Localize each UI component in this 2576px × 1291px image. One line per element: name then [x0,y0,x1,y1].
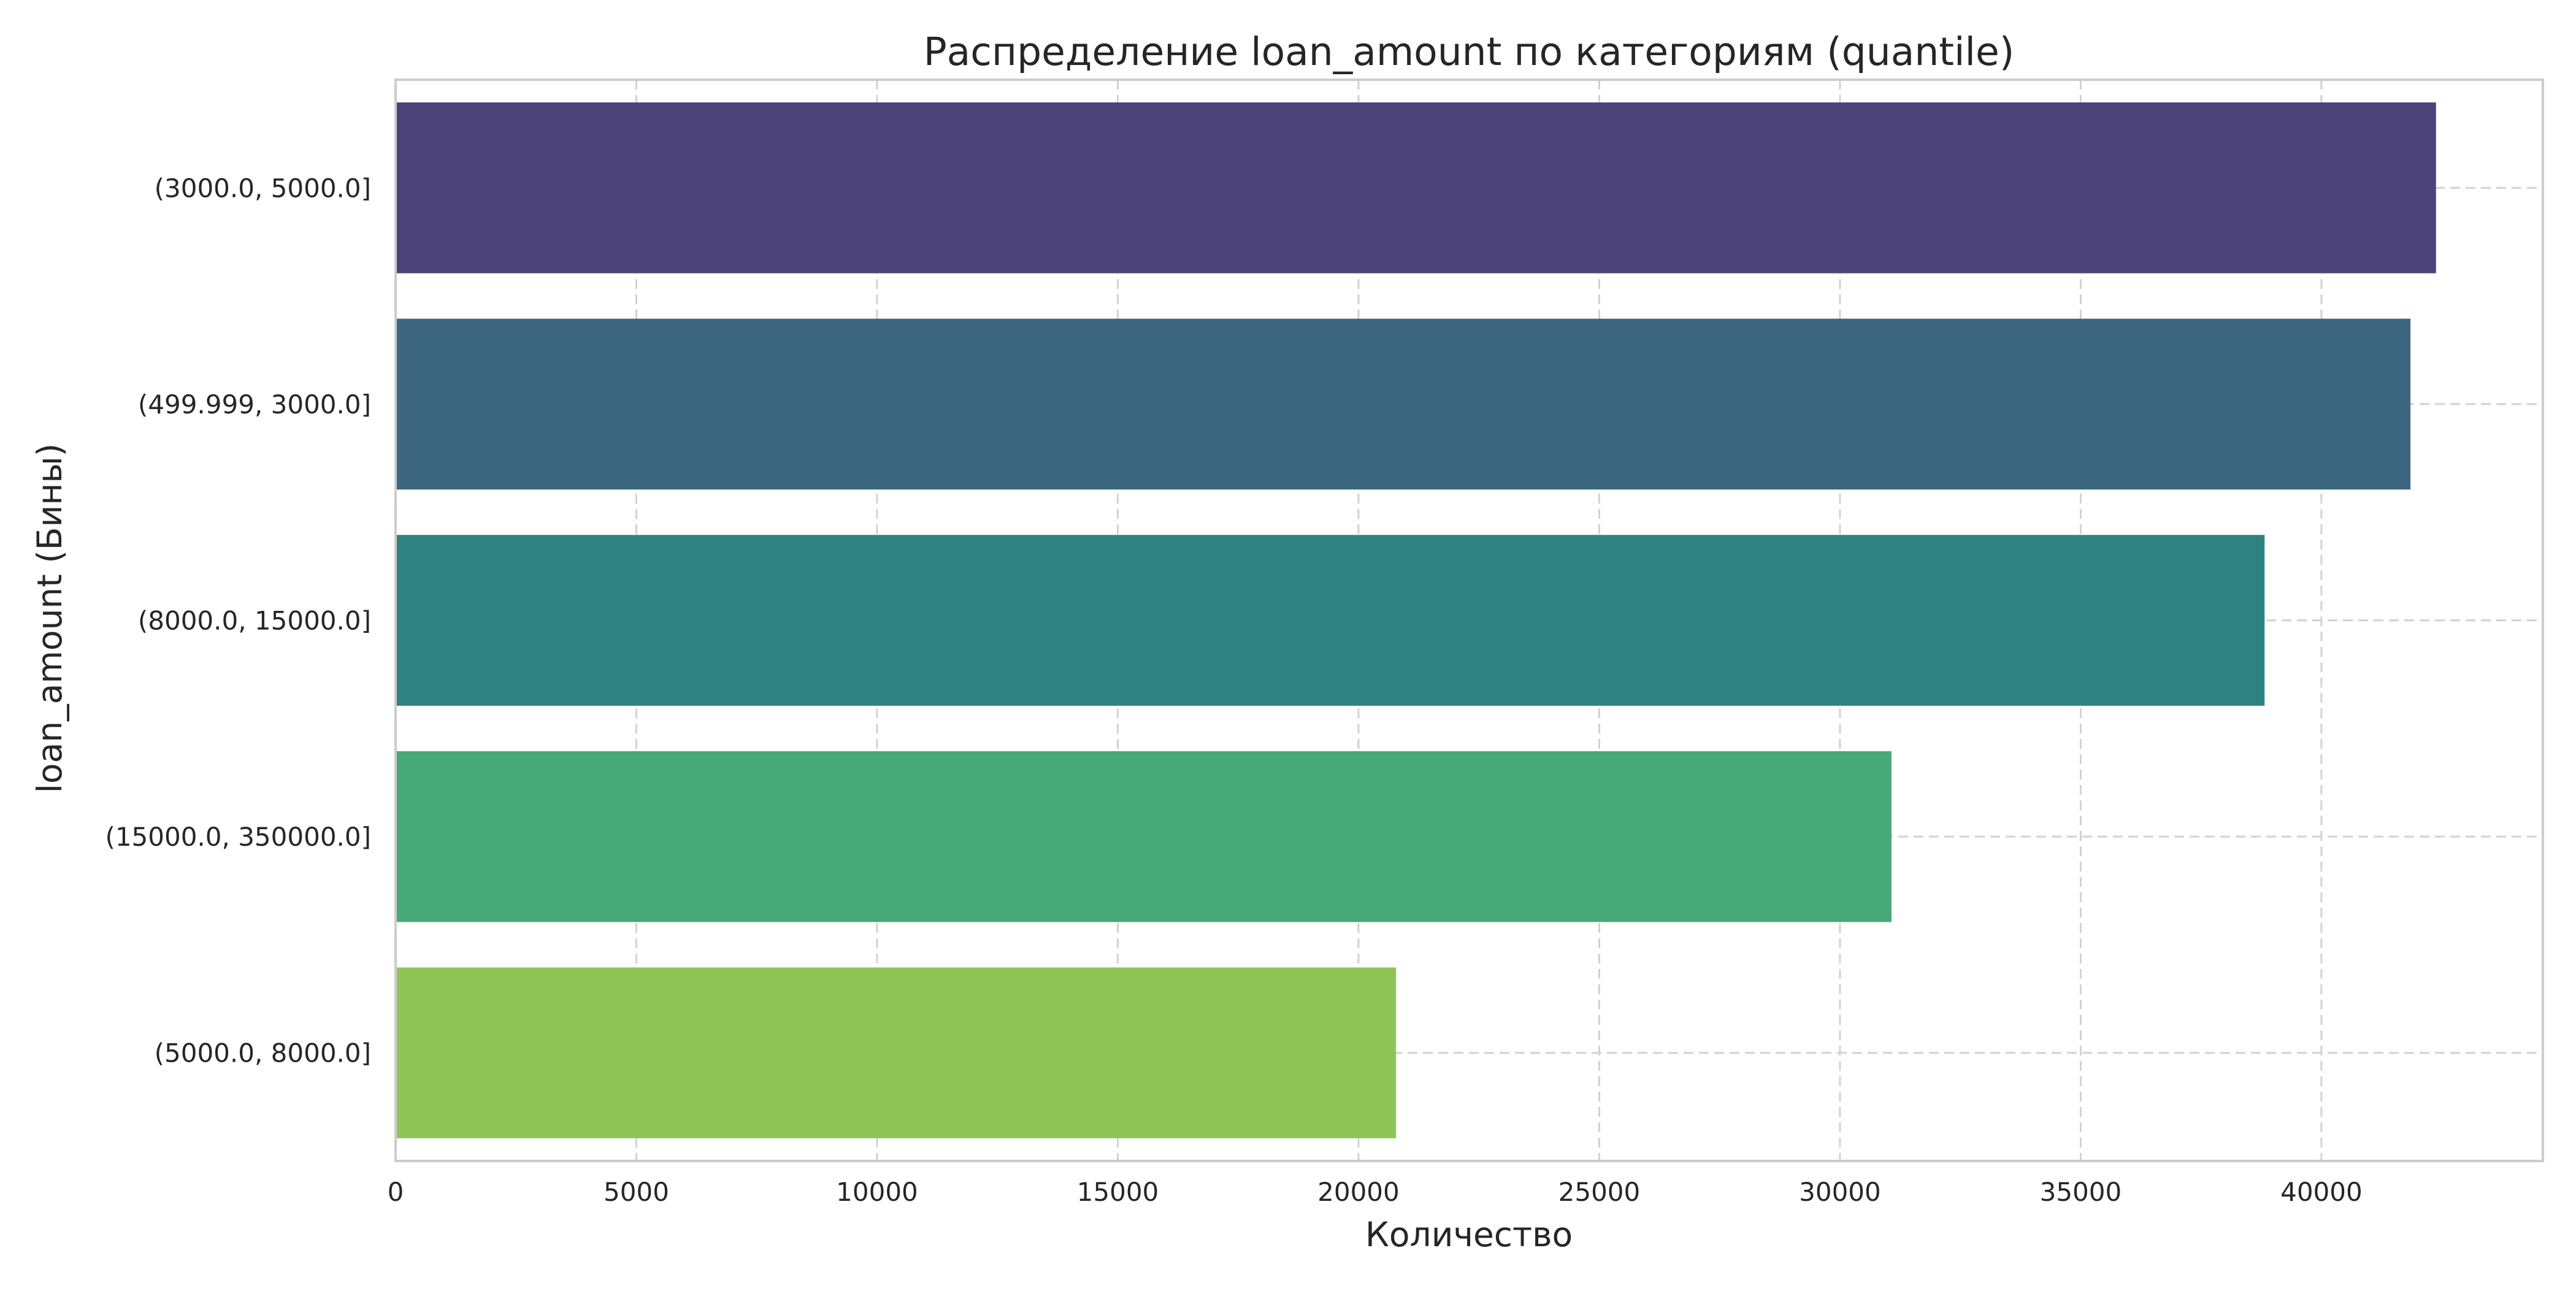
x-tick-label: 20000 [1317,1177,1400,1207]
bar[interactable] [396,751,1892,922]
y-tick-label: (3000.0, 5000.0] [155,173,371,203]
y-tick-label: (8000.0, 15000.0] [138,606,371,636]
bar[interactable] [396,967,1397,1138]
y-axis-label: loan_amount (Бины) [30,443,69,793]
x-tick-label: 25000 [1558,1177,1641,1207]
plot-frame [394,79,2544,1162]
x-tick-label: 0 [388,1177,404,1207]
y-tick-label: (15000.0, 350000.0] [105,822,371,852]
x-tick-label: 10000 [836,1177,918,1207]
x-tick-label: 35000 [2040,1177,2122,1207]
bar[interactable] [396,102,2436,274]
bars [396,102,2436,1138]
y-tick-label: (499.999, 3000.0] [138,389,371,419]
x-tick-label: 40000 [2280,1177,2363,1207]
x-tick-label: 30000 [1799,1177,1881,1207]
chart-title: Распределение loan_amount по категориям … [924,29,2015,74]
x-tick-label: 15000 [1077,1177,1159,1207]
x-axis-label: Количество [1365,1215,1573,1254]
x-tick-label: 5000 [604,1177,669,1207]
bar[interactable] [396,318,2411,490]
bar[interactable] [396,535,2265,706]
y-tick-label: (5000.0, 8000.0] [155,1038,371,1068]
